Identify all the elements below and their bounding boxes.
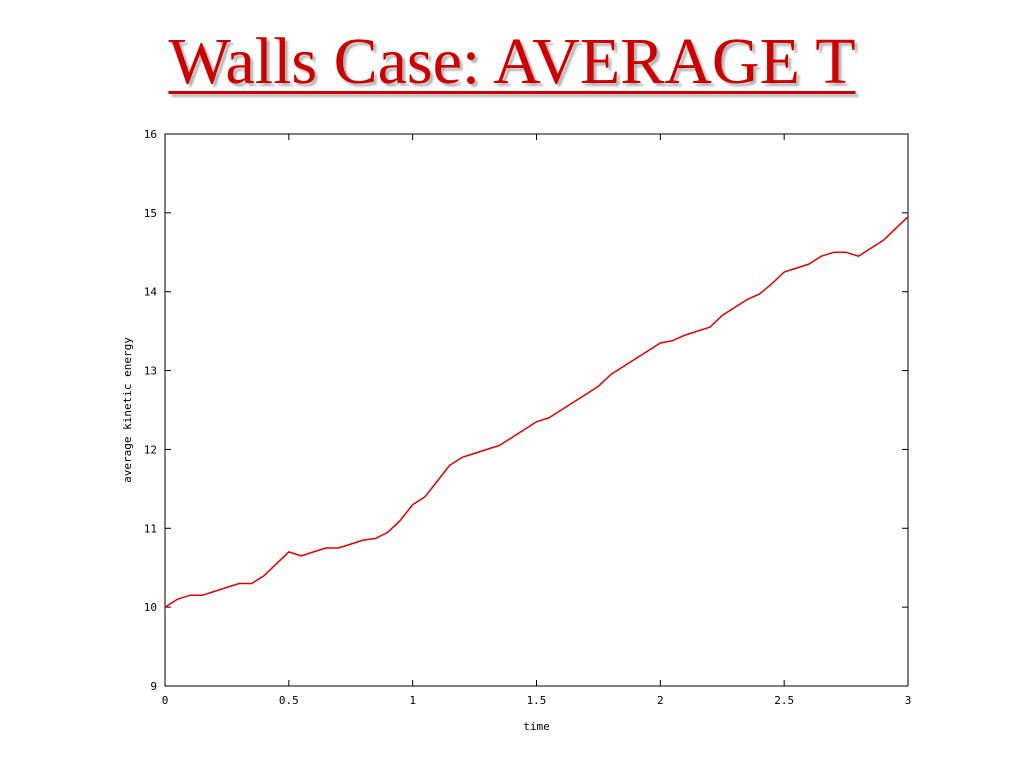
x-tick-label: 1 — [409, 694, 416, 707]
y-tick-label: 13 — [144, 365, 157, 378]
x-tick-label: 0.5 — [279, 694, 299, 707]
y-tick-label: 15 — [144, 207, 157, 220]
x-tick-label: 1.5 — [527, 694, 547, 707]
y-tick-label: 11 — [144, 522, 157, 535]
tick-labels: 0 0.5 1 1.5 2 2.5 3 9 10 11 12 13 14 15 16 — [144, 128, 912, 707]
x-tick-label: 0 — [162, 694, 169, 707]
y-tick-label: 10 — [144, 601, 157, 614]
plot-frame — [164, 133, 909, 687]
series-group — [164, 216, 909, 608]
x-tick-label: 2 — [657, 694, 664, 707]
slide-title: Walls Case: AVERAGE T — [168, 25, 856, 98]
y-tick-label: 16 — [144, 128, 157, 141]
axis-ticks — [164, 133, 909, 687]
y-tick-label: 12 — [144, 443, 157, 456]
plot-area — [164, 133, 909, 687]
y-axis-label: average kinetic energy — [121, 337, 134, 483]
y-tick-label: 14 — [144, 286, 158, 299]
y-tick-label: 9 — [150, 680, 157, 693]
x-tick-label: 3 — [905, 694, 912, 707]
x-axis-label: time — [523, 720, 550, 733]
x-tick-label: 2.5 — [774, 694, 794, 707]
series-line-0 — [164, 216, 909, 608]
